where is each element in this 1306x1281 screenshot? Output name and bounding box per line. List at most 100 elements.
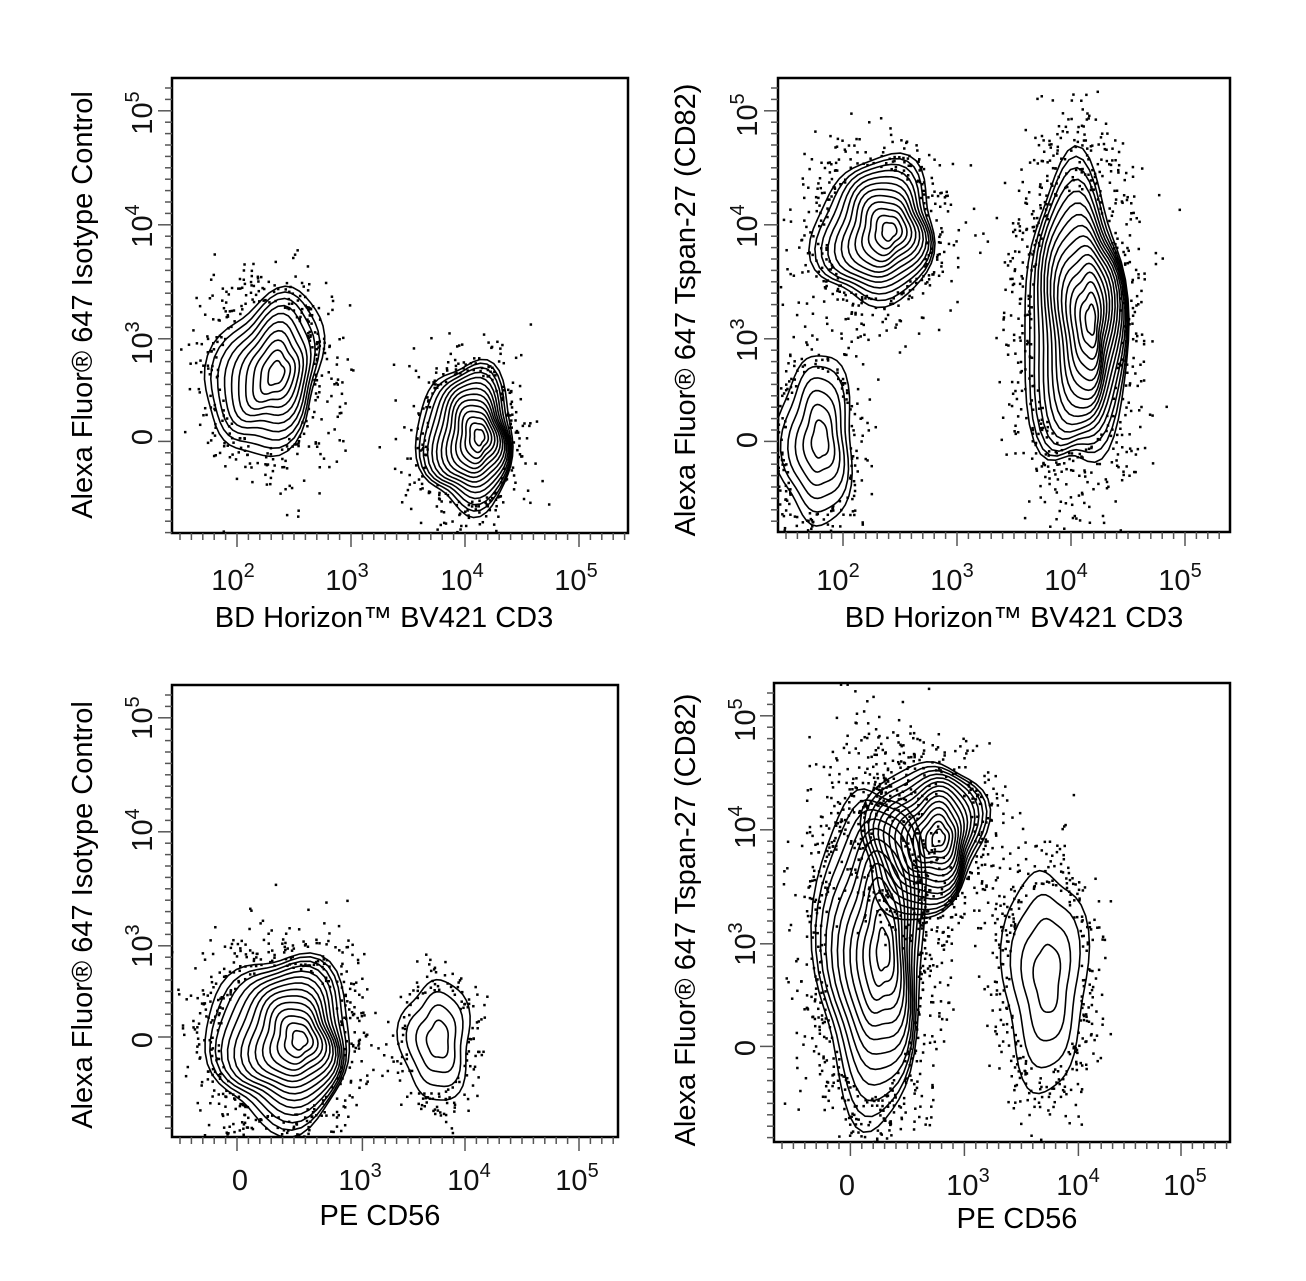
- event-dot: [897, 718, 901, 722]
- event-dot: [971, 797, 974, 800]
- event-dot: [783, 529, 786, 532]
- event-dot: [957, 766, 961, 769]
- event-dot: [867, 732, 871, 736]
- event-dot: [883, 778, 886, 782]
- event-dot: [826, 513, 830, 517]
- event-dot: [946, 210, 950, 213]
- event-dot: [864, 804, 868, 807]
- event-dot: [864, 151, 867, 154]
- event-dot: [1008, 852, 1012, 855]
- event-dot: [483, 1003, 486, 1007]
- event-dot: [844, 293, 847, 297]
- event-dot: [1122, 194, 1126, 197]
- event-dot: [838, 290, 842, 293]
- event-dot: [205, 413, 208, 417]
- event-dot: [399, 995, 403, 999]
- event-dot: [1025, 342, 1029, 346]
- event-dot: [820, 266, 824, 270]
- event-dot: [286, 306, 289, 310]
- event-dot: [230, 325, 233, 329]
- event-dot: [1019, 297, 1023, 301]
- event-dot: [902, 797, 906, 801]
- contour-line: [267, 359, 286, 387]
- event-dot: [348, 1066, 352, 1069]
- event-dot: [994, 774, 997, 778]
- event-dot: [1126, 371, 1129, 375]
- event-dot: [280, 1132, 284, 1136]
- event-dot: [819, 815, 823, 818]
- event-dot: [509, 390, 513, 394]
- event-dot: [1007, 1044, 1011, 1047]
- event-dot: [1091, 144, 1094, 147]
- x-tick-exponent: 5: [1191, 560, 1202, 582]
- event-dot: [481, 520, 485, 524]
- event-dot: [1142, 360, 1146, 363]
- event-dot: [1054, 167, 1057, 170]
- event-dot: [952, 768, 956, 771]
- contour-line: [422, 366, 512, 506]
- event-dot: [416, 437, 419, 441]
- event-dot: [876, 1129, 880, 1132]
- event-dot: [424, 991, 427, 994]
- event-dot: [1020, 389, 1024, 393]
- event-dot: [476, 1094, 479, 1098]
- event-dot: [448, 1096, 451, 1099]
- event-dot: [242, 1123, 246, 1126]
- event-dot: [782, 514, 786, 518]
- y-tick-exponent: 5: [725, 698, 747, 709]
- event-dot: [318, 385, 321, 388]
- event-dot: [853, 433, 856, 437]
- event-dot: [785, 463, 788, 466]
- event-dot: [922, 752, 925, 755]
- event-dot: [813, 998, 817, 1001]
- event-dot: [1045, 1085, 1048, 1089]
- event-dot: [230, 309, 234, 313]
- x-tick-exponent: 3: [979, 1165, 990, 1187]
- event-dot: [1014, 389, 1017, 393]
- event-dot: [915, 832, 919, 835]
- event-dot: [338, 412, 342, 415]
- event-dot: [849, 792, 853, 796]
- event-dot: [1130, 449, 1133, 453]
- event-dot: [1090, 1032, 1093, 1036]
- event-dot: [315, 359, 319, 362]
- event-dot: [338, 337, 341, 341]
- event-dot: [306, 424, 309, 428]
- event-dot: [820, 191, 824, 195]
- plot-frame: [170, 76, 630, 535]
- event-dot: [847, 317, 850, 320]
- event-dot: [444, 1113, 448, 1117]
- event-dot: [401, 1069, 404, 1073]
- event-dot: [1128, 474, 1131, 477]
- event-dot: [806, 343, 809, 347]
- event-dot: [1052, 154, 1055, 157]
- event-dot: [444, 1120, 448, 1124]
- event-dot: [901, 700, 905, 704]
- event-dot: [975, 855, 979, 858]
- event-dot: [249, 291, 253, 295]
- event-dot: [221, 287, 225, 290]
- population-3: [976, 793, 1113, 1142]
- event-dot: [1021, 332, 1024, 335]
- event-dot: [222, 967, 226, 971]
- event-dot: [908, 823, 911, 827]
- contour-line: [1032, 943, 1062, 1013]
- event-dot: [907, 164, 910, 167]
- event-dot: [409, 507, 413, 511]
- event-dot: [1073, 536, 1076, 539]
- event-dot: [1083, 546, 1086, 549]
- event-dot: [924, 265, 927, 268]
- event-dot: [891, 926, 895, 929]
- event-dot: [314, 398, 317, 402]
- event-dot: [897, 304, 900, 307]
- event-dot: [880, 1163, 883, 1166]
- event-dot: [1071, 1042, 1074, 1046]
- event-dot: [818, 176, 822, 180]
- event-dot: [1113, 189, 1116, 193]
- event-dot: [925, 262, 928, 266]
- event-dot: [868, 886, 871, 889]
- event-dot: [1059, 889, 1063, 893]
- x-axis-label: PE CD56: [320, 1200, 441, 1232]
- event-dot: [816, 1007, 820, 1011]
- event-dot: [940, 261, 944, 265]
